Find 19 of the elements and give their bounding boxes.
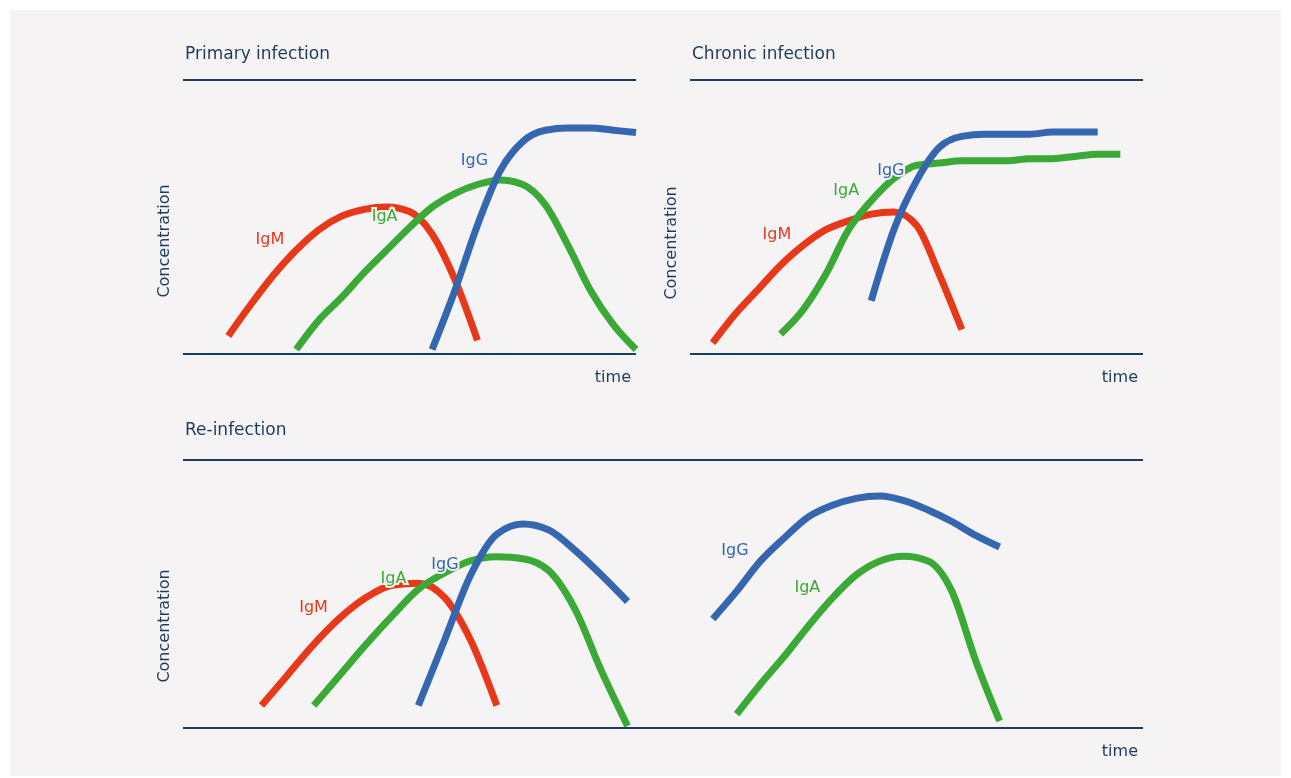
series-label: IgG	[460, 149, 489, 169]
series-label: IgG	[721, 539, 749, 559]
series-label: IgM	[255, 229, 285, 249]
y-axis-title: Concentration	[154, 184, 173, 298]
series-label: IgA	[794, 577, 821, 597]
chart-title: Chronic infection	[692, 43, 836, 63]
series-label: IgA	[833, 179, 860, 199]
x-axis-title: time	[594, 367, 631, 386]
series-label: IgG	[877, 159, 905, 179]
y-axis-title: Concentration	[661, 186, 680, 300]
series-label: IgG	[431, 554, 459, 573]
series-label: IgA	[371, 206, 398, 226]
x-axis-title: time	[1101, 741, 1138, 760]
y-axis-title: Concentration	[154, 569, 173, 683]
series-label: IgM	[299, 596, 328, 616]
chart-title: Primary infection	[185, 43, 330, 63]
series-label: IgM	[762, 224, 792, 244]
x-axis-title: time	[1101, 367, 1138, 386]
chart-title: Re-infection	[185, 419, 287, 439]
